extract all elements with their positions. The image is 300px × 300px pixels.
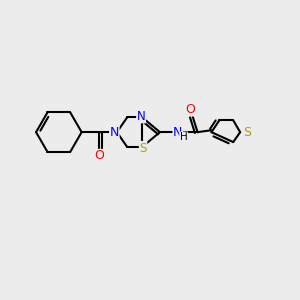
Text: O: O bbox=[94, 149, 104, 162]
Text: S: S bbox=[140, 142, 147, 154]
Text: O: O bbox=[186, 103, 196, 116]
Text: H: H bbox=[180, 132, 188, 142]
Text: N: N bbox=[173, 126, 182, 139]
Text: N: N bbox=[137, 110, 146, 123]
Text: N: N bbox=[110, 126, 119, 139]
Text: S: S bbox=[243, 126, 251, 139]
